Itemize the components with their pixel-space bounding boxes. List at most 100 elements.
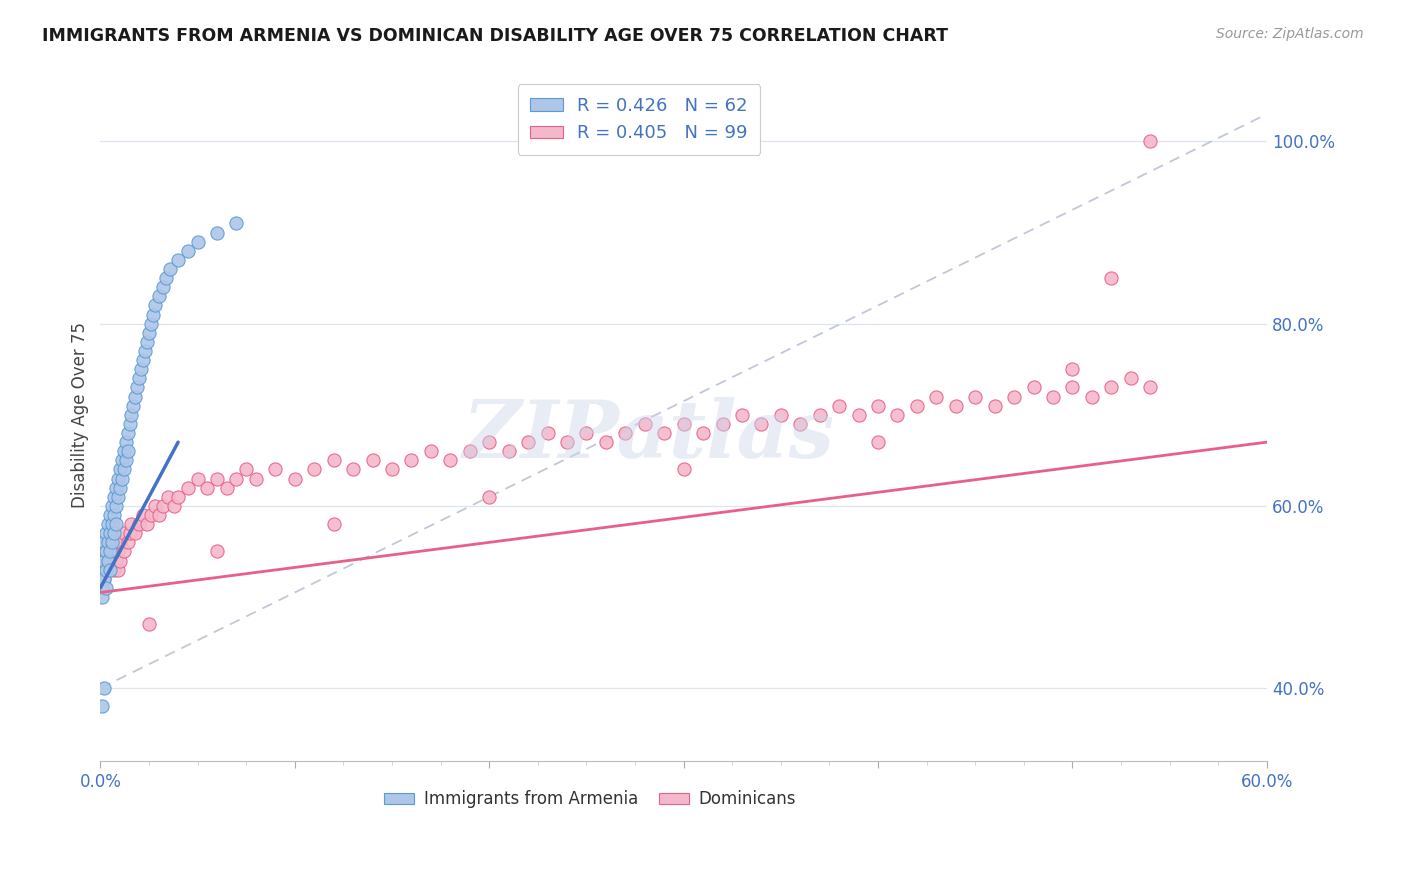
Point (205, 544, 228, 558)
Point (101, 535, 124, 549)
Point (886, 408, 908, 422)
Point (91, 581, 114, 595)
Point (458, 444, 481, 458)
Point (120, 408, 142, 422)
Point (439, 453, 461, 467)
Point (575, 425, 598, 440)
Point (96, 544, 118, 558)
Point (112, 462, 135, 476)
Point (96, 563, 118, 577)
Point (517, 435, 540, 450)
Point (828, 399, 851, 413)
Point (322, 453, 344, 467)
Point (789, 417, 811, 431)
Text: IMMIGRANTS FROM ARMENIA VS DOMINICAN DISABILITY AGE OVER 75 CORRELATION CHART: IMMIGRANTS FROM ARMENIA VS DOMINICAN DIS… (42, 27, 948, 45)
Point (711, 417, 734, 431)
Point (93, 553, 115, 567)
Point (235, 462, 257, 476)
Point (132, 353, 155, 368)
Point (91, 590, 114, 604)
Point (157, 490, 180, 504)
Point (983, 399, 1005, 413)
Point (98, 508, 121, 522)
Point (103, 544, 125, 558)
Point (103, 563, 125, 577)
Point (139, 508, 162, 522)
Point (868, 435, 890, 450)
Point (101, 517, 124, 532)
Point (132, 508, 155, 522)
Point (98, 526, 121, 541)
Point (122, 399, 145, 413)
Point (905, 399, 928, 413)
Point (1081, 390, 1104, 404)
Point (1062, 380, 1084, 394)
Point (152, 499, 174, 513)
Point (1002, 390, 1025, 404)
Point (965, 390, 987, 404)
Point (731, 408, 754, 422)
Point (114, 435, 136, 450)
Point (769, 408, 792, 422)
Text: Source: ZipAtlas.com: Source: ZipAtlas.com (1216, 27, 1364, 41)
Point (97, 535, 120, 549)
Point (111, 472, 134, 486)
Point (96, 581, 118, 595)
Point (163, 499, 186, 513)
Point (1119, 371, 1142, 385)
Point (96, 563, 118, 577)
Point (108, 481, 131, 495)
Point (93, 535, 115, 549)
Point (118, 417, 141, 431)
Point (97, 553, 120, 567)
Point (536, 425, 558, 440)
Point (195, 481, 218, 495)
Point (136, 334, 159, 349)
Point (187, 235, 209, 249)
Point (868, 399, 890, 413)
Point (98, 544, 121, 558)
Y-axis label: Disability Age Over 75: Disability Age Over 75 (72, 322, 89, 508)
Point (634, 417, 657, 431)
Point (302, 462, 325, 476)
Point (925, 390, 948, 404)
Point (108, 535, 131, 549)
Point (498, 444, 520, 458)
Point (104, 517, 127, 532)
Point (177, 244, 200, 258)
Point (322, 517, 344, 532)
Point (107, 563, 129, 577)
Point (96, 526, 118, 541)
Point (117, 444, 139, 458)
Point (167, 252, 190, 267)
Point (478, 490, 501, 504)
Point (1099, 271, 1122, 285)
Point (103, 526, 125, 541)
Point (112, 444, 135, 458)
Point (205, 472, 228, 486)
Point (143, 298, 166, 312)
Point (97, 517, 120, 532)
Point (155, 271, 177, 285)
Point (118, 526, 141, 541)
Point (595, 435, 617, 450)
Point (848, 408, 870, 422)
Point (751, 417, 773, 431)
Point (98, 544, 121, 558)
Point (107, 544, 129, 558)
Point (104, 481, 127, 495)
Point (381, 462, 404, 476)
Point (101, 499, 124, 513)
Point (124, 526, 146, 541)
Point (177, 481, 200, 495)
Point (91, 563, 114, 577)
Point (148, 508, 170, 522)
Point (108, 553, 131, 567)
Point (107, 472, 129, 486)
Point (128, 371, 150, 385)
Point (419, 444, 441, 458)
Point (264, 462, 287, 476)
Point (1062, 362, 1084, 376)
Point (117, 535, 139, 549)
Point (342, 462, 364, 476)
